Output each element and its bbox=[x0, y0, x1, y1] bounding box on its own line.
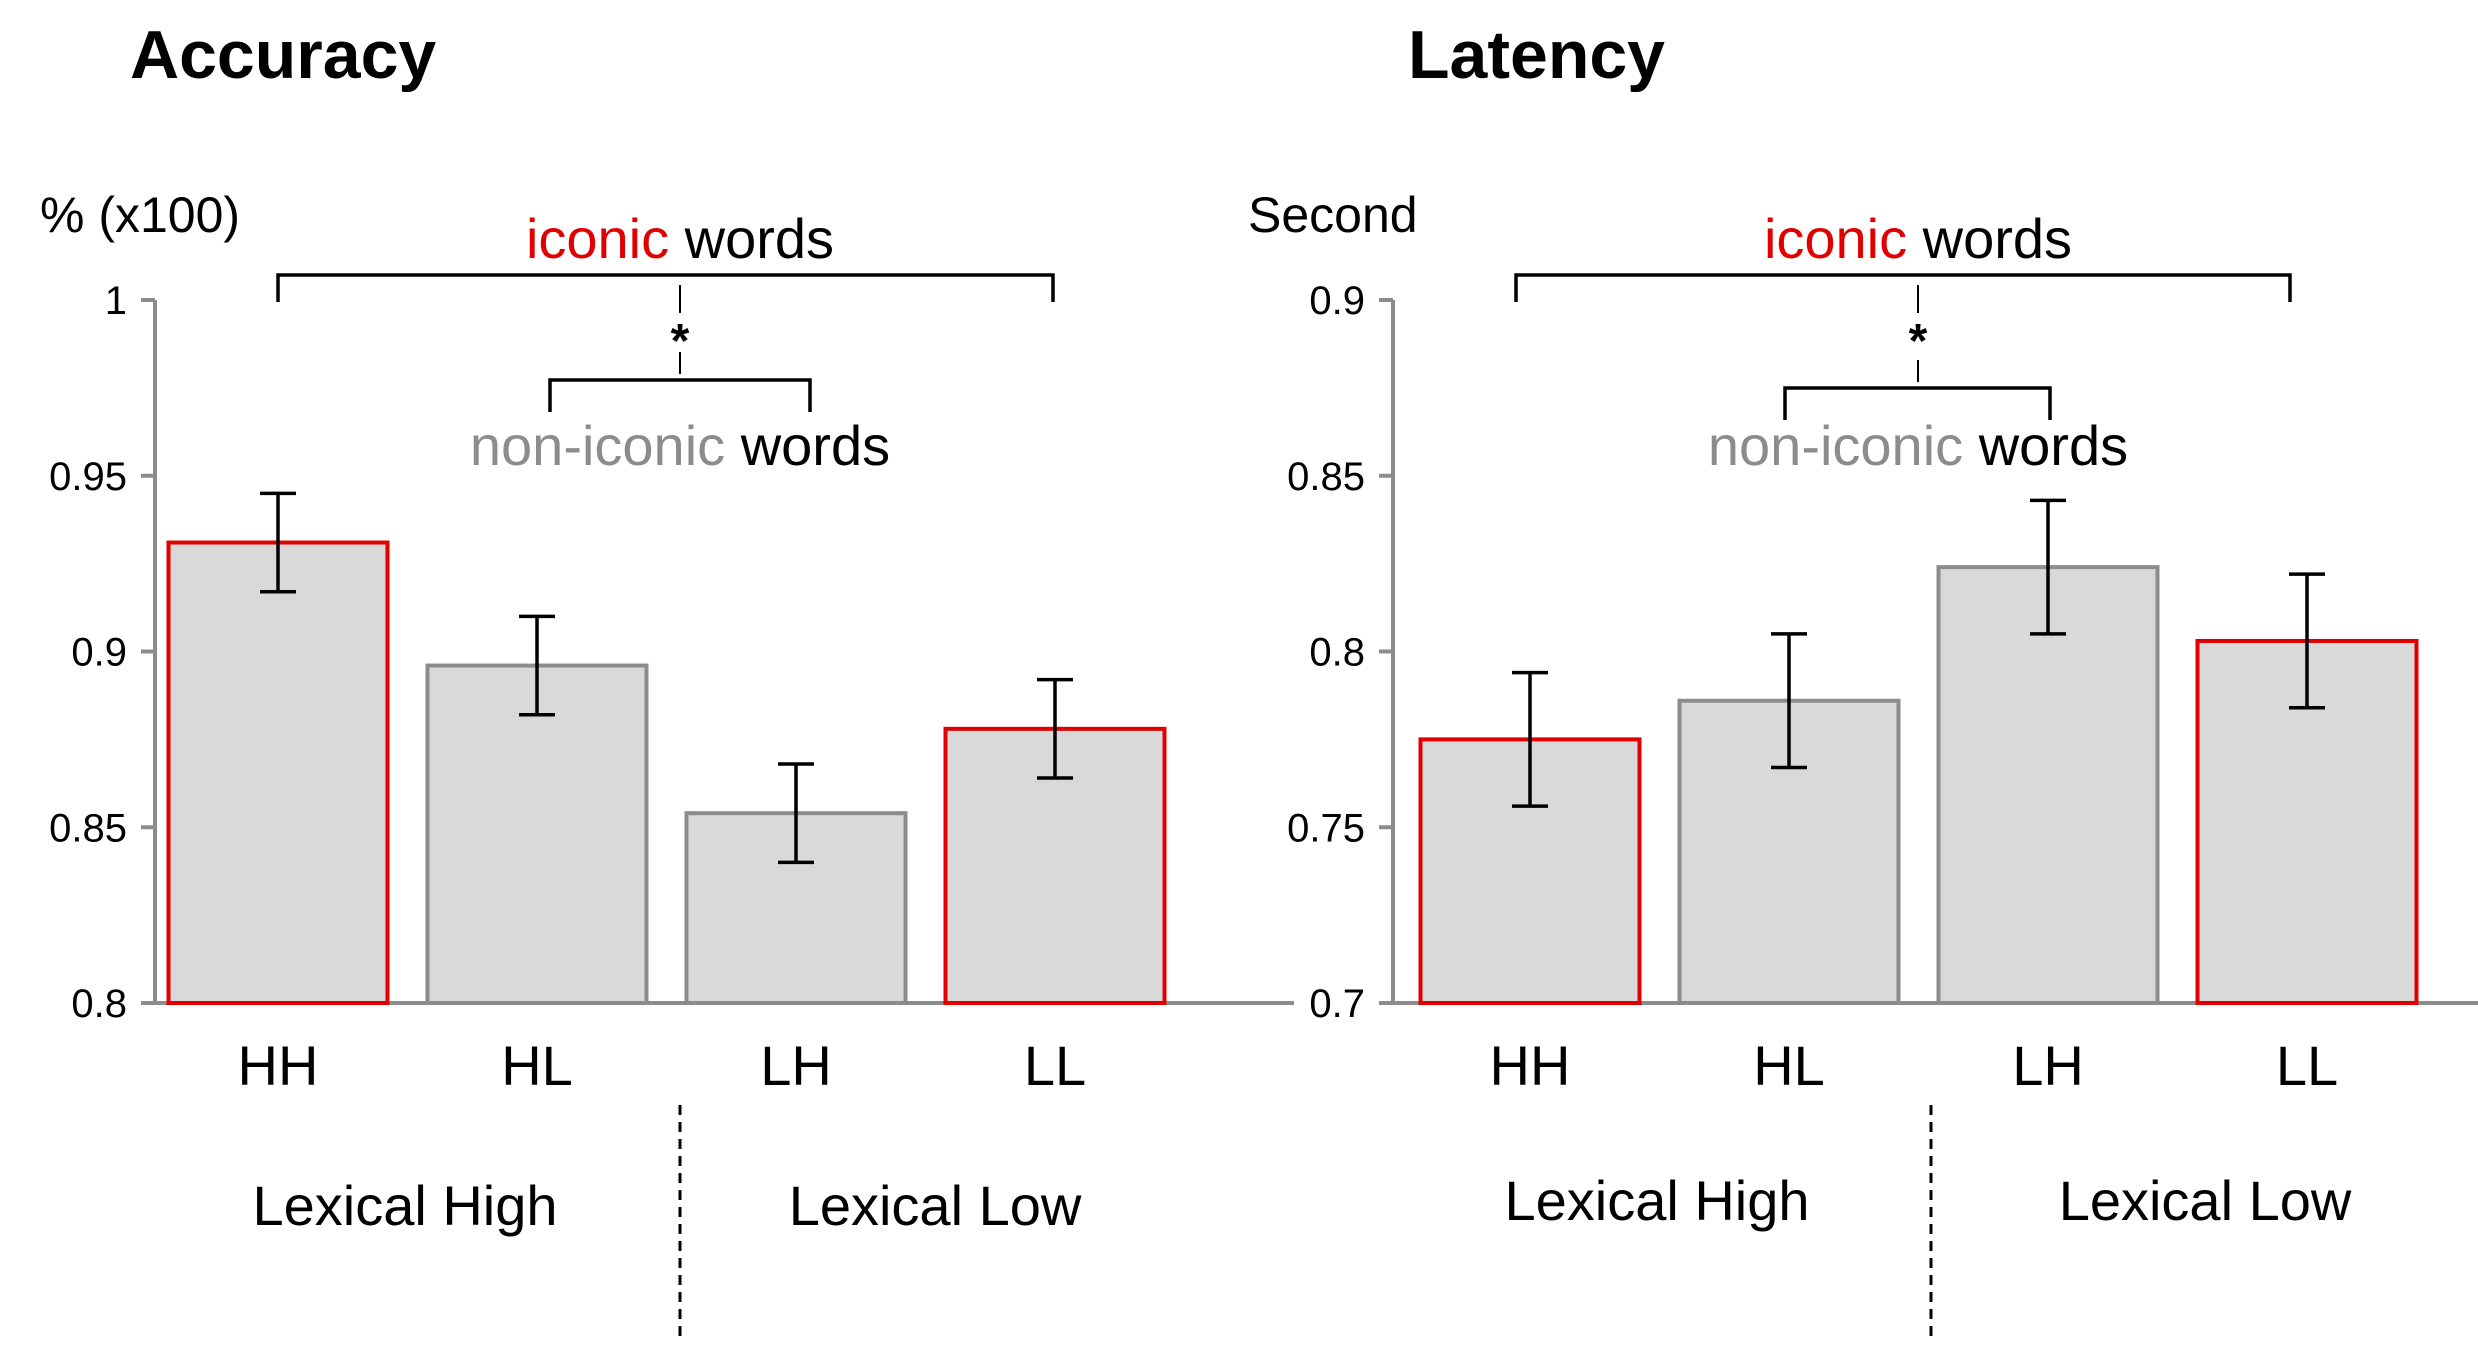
iconic-bracket bbox=[1514, 273, 2292, 302]
non-iconic-word: non-iconic bbox=[470, 414, 725, 477]
y-tick-label: 0.8 bbox=[1309, 631, 1365, 675]
words-word: words bbox=[669, 207, 834, 270]
iconic-word: iconic bbox=[526, 207, 669, 270]
x-tick-label: LL bbox=[2276, 1034, 2338, 1097]
significance-star: * bbox=[671, 315, 690, 368]
x-tick-label: HH bbox=[1490, 1034, 1571, 1097]
accuracy-panel: Accuracy % (x100) 0.8 0.85 0.9 0.95 1 HH HL LH LL L… bbox=[40, 17, 1294, 1340]
y-axis-label: Second bbox=[1248, 187, 1418, 243]
non-iconic-word: non-iconic bbox=[1708, 414, 1963, 477]
non-iconic-bracket bbox=[548, 378, 812, 412]
y-tick-label: 1 bbox=[105, 279, 127, 323]
x-tick-label: LH bbox=[760, 1034, 832, 1097]
bar-hh bbox=[166, 540, 390, 1005]
non-iconic-words-label: non-iconic words bbox=[470, 414, 890, 477]
group-label: Lexical Low bbox=[2059, 1169, 2352, 1232]
words-word: words bbox=[1963, 414, 2128, 477]
iconic-word: iconic bbox=[1764, 207, 1907, 270]
chart-title: Accuracy bbox=[130, 17, 436, 93]
non-iconic-words-label: non-iconic words bbox=[1708, 414, 2128, 477]
x-tick-label: HH bbox=[238, 1034, 319, 1097]
x-tick-label: LL bbox=[1024, 1034, 1086, 1097]
group-label: Lexical High bbox=[1504, 1169, 1809, 1232]
y-tick-label: 0.9 bbox=[1309, 279, 1365, 323]
y-tick-label: 0.85 bbox=[49, 806, 127, 850]
latency-panel: Latency Second 0.7 0.75 0.8 0.85 0.9 HH HL LH LL Le… bbox=[1248, 17, 2478, 1340]
y-tick-label: 0.75 bbox=[1287, 806, 1365, 850]
iconic-bracket bbox=[276, 273, 1055, 302]
bar-lh bbox=[684, 811, 908, 1005]
words-word: words bbox=[725, 414, 890, 477]
y-axis-label: % (x100) bbox=[40, 187, 240, 243]
iconic-words-label: iconic words bbox=[526, 207, 834, 270]
non-iconic-bracket bbox=[1783, 386, 2052, 420]
y-tick-label: 0.85 bbox=[1287, 455, 1365, 499]
x-tick-label: LH bbox=[2012, 1034, 2084, 1097]
y-tick-label: 0.7 bbox=[1309, 982, 1365, 1026]
words-word: words bbox=[1907, 207, 2072, 270]
x-tick-label: HL bbox=[1753, 1034, 1825, 1097]
iconic-words-label: iconic words bbox=[1764, 207, 2072, 270]
chart-title: Latency bbox=[1408, 17, 1665, 93]
group-label: Lexical High bbox=[252, 1174, 557, 1237]
y-tick-label: 0.8 bbox=[71, 982, 127, 1026]
bar-ll bbox=[943, 726, 1167, 1006]
x-tick-label: HL bbox=[501, 1034, 573, 1097]
y-tick-label: 0.9 bbox=[71, 631, 127, 675]
y-tick-label: 0.95 bbox=[49, 455, 127, 499]
group-label: Lexical Low bbox=[789, 1174, 1082, 1237]
significance-star: * bbox=[1909, 315, 1928, 368]
